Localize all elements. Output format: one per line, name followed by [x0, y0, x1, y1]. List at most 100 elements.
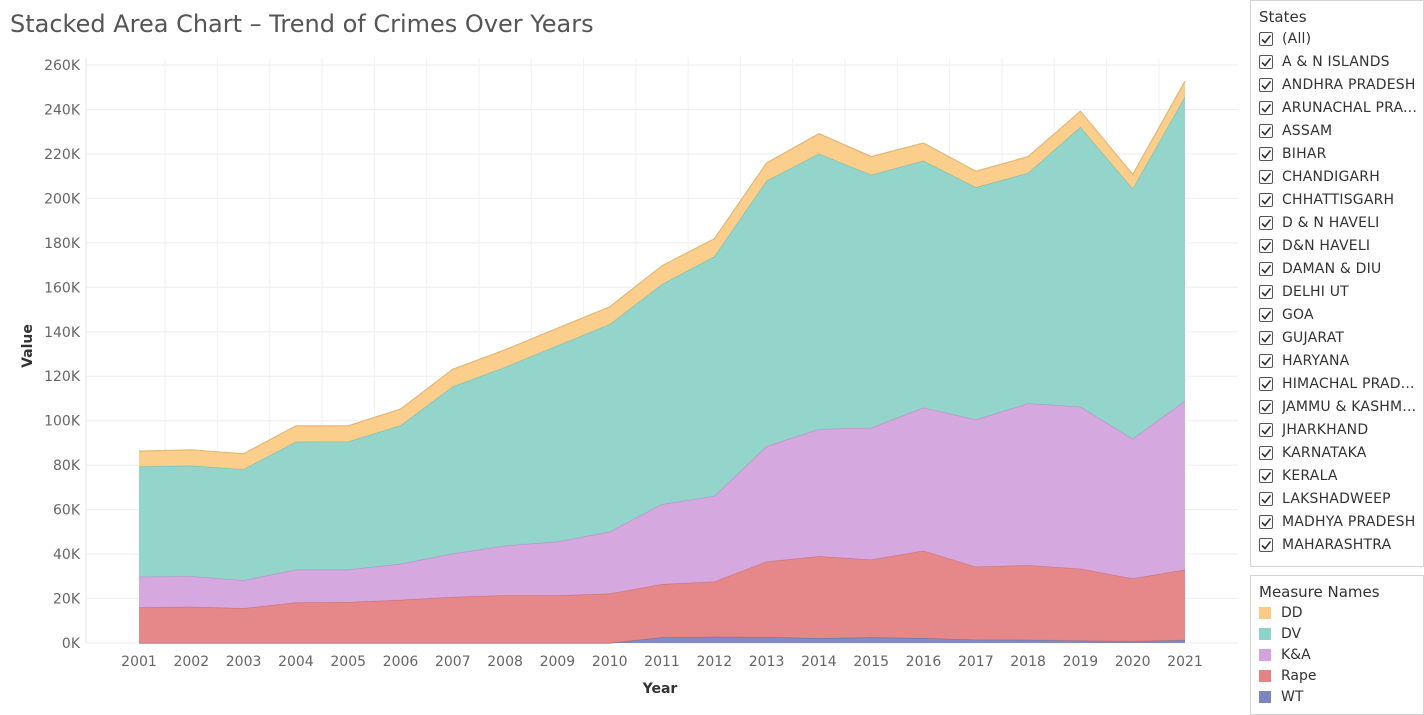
state-filter-label: KERALA [1282, 467, 1338, 484]
checkbox[interactable] [1259, 192, 1273, 207]
state-filter-item[interactable]: DAMAN & DIU [1251, 257, 1423, 280]
state-filter-item[interactable]: D&N HAVELI [1251, 234, 1423, 257]
state-filter-item[interactable]: KARNATAKA [1251, 441, 1423, 464]
state-filter-label: CHANDIGARH [1282, 168, 1380, 185]
checkbox[interactable] [1259, 284, 1273, 299]
state-filter-item[interactable]: (All) [1251, 27, 1423, 50]
area-dd[interactable] [139, 81, 1185, 470]
check-icon [1261, 287, 1272, 297]
checkbox[interactable] [1259, 238, 1273, 253]
state-filter-item[interactable]: MADHYA PRADESH [1251, 510, 1423, 533]
checkbox[interactable] [1259, 376, 1273, 391]
check-icon [1261, 241, 1272, 251]
state-filter-item[interactable]: JHARKHAND [1251, 418, 1423, 441]
state-filter-label: JHARKHAND [1282, 421, 1369, 438]
checkbox[interactable] [1259, 468, 1273, 483]
state-filter-label: BIHAR [1282, 145, 1327, 162]
checkbox[interactable] [1259, 353, 1273, 368]
x-tick-label: 2017 [958, 654, 994, 670]
checkbox[interactable] [1259, 215, 1273, 230]
legend-item[interactable]: K&A [1251, 644, 1423, 665]
check-icon [1261, 264, 1272, 274]
checkbox[interactable] [1259, 330, 1273, 345]
state-filter-item[interactable]: HIMACHAL PRAD... [1251, 372, 1423, 395]
state-filter-label: GUJARAT [1282, 329, 1345, 346]
checkbox[interactable] [1259, 169, 1273, 184]
checkbox[interactable] [1259, 491, 1273, 506]
state-filter-item[interactable]: BIHAR [1251, 142, 1423, 165]
state-filter-label: DELHI UT [1282, 283, 1349, 300]
state-filter-item[interactable]: A & N ISLANDS [1251, 50, 1423, 73]
checkbox[interactable] [1259, 261, 1273, 276]
state-filter-item[interactable]: DELHI UT [1251, 280, 1423, 303]
area-dv[interactable] [139, 96, 1185, 581]
state-filter-item[interactable]: ANDHRA PRADESH [1251, 73, 1423, 96]
checkbox[interactable] [1259, 146, 1273, 161]
state-filter-label: ARUNACHAL PRA... [1282, 99, 1417, 116]
states-filter-list: (All) A & N ISLANDS ANDHRA PRADESH ARUNACHA… [1251, 27, 1423, 556]
state-filter-label: GOA [1282, 306, 1314, 323]
check-icon [1261, 471, 1272, 481]
state-filter-label: ASSAM [1282, 122, 1333, 139]
check-icon [1261, 379, 1272, 389]
state-filter-label: JAMMU & KASHM... [1282, 398, 1417, 415]
state-filter-label: DAMAN & DIU [1282, 260, 1382, 277]
y-tick-label: 180K [44, 236, 81, 252]
checkbox[interactable] [1259, 514, 1273, 529]
x-tick-label: 2018 [1010, 654, 1046, 670]
state-filter-label: D&N HAVELI [1282, 237, 1371, 254]
checkbox[interactable] [1259, 77, 1273, 92]
check-icon [1261, 494, 1272, 504]
state-filter-item[interactable]: JAMMU & KASHM... [1251, 395, 1423, 418]
legend-swatch [1259, 690, 1271, 703]
x-tick-label: 2012 [696, 654, 732, 670]
x-tick-label: 2010 [592, 654, 628, 670]
legend-item[interactable]: DD [1251, 602, 1423, 623]
check-icon [1261, 149, 1272, 159]
checkbox[interactable] [1259, 445, 1273, 460]
checkbox[interactable] [1259, 31, 1273, 46]
state-filter-item[interactable]: ARUNACHAL PRA... [1251, 96, 1423, 119]
legend-label: WT [1281, 688, 1304, 705]
state-filter-label: HIMACHAL PRAD... [1282, 375, 1415, 392]
state-filter-item[interactable]: KERALA [1251, 464, 1423, 487]
x-tick-label: 2002 [173, 654, 209, 670]
checkbox[interactable] [1259, 422, 1273, 437]
check-icon [1261, 333, 1272, 343]
y-tick-label: 140K [44, 325, 81, 341]
checkbox[interactable] [1259, 399, 1273, 414]
state-filter-item[interactable]: GOA [1251, 303, 1423, 326]
legend-item[interactable]: WT [1251, 686, 1423, 707]
checkbox[interactable] [1259, 537, 1273, 552]
measure-names-legend: Measure Names DD DV K&A Rape WT [1250, 575, 1424, 715]
check-icon [1261, 425, 1272, 435]
legend-list: DD DV K&A Rape WT [1251, 602, 1423, 707]
state-filter-item[interactable]: CHHATTISGARH [1251, 188, 1423, 211]
checkbox[interactable] [1259, 54, 1273, 69]
state-filter-item[interactable]: HARYANA [1251, 349, 1423, 372]
state-filter-item[interactable]: GUJARAT [1251, 326, 1423, 349]
legend-item[interactable]: DV [1251, 623, 1423, 644]
area-series [138, 80, 1186, 644]
y-tick-label: 40K [53, 547, 81, 563]
state-filter-item[interactable]: MAHARASHTRA [1251, 533, 1423, 556]
state-filter-item[interactable]: ASSAM [1251, 119, 1423, 142]
y-tick-label: 0K [62, 636, 81, 652]
state-filter-label: (All) [1282, 30, 1312, 47]
checkbox[interactable] [1259, 307, 1273, 322]
legend-item[interactable]: Rape [1251, 665, 1423, 686]
checkbox[interactable] [1259, 100, 1273, 115]
area-edge-dd [138, 80, 1186, 455]
check-icon [1261, 402, 1272, 412]
x-tick-label: 2013 [749, 654, 785, 670]
state-filter-item[interactable]: CHANDIGARH [1251, 165, 1423, 188]
state-filter-label: A & N ISLANDS [1282, 53, 1390, 70]
state-filter-item[interactable]: D & N HAVELI [1251, 211, 1423, 234]
area-rape[interactable] [139, 550, 1185, 643]
x-tick-label: 2007 [435, 654, 471, 670]
state-filter-item[interactable]: LAKSHADWEEP [1251, 487, 1423, 510]
checkbox[interactable] [1259, 123, 1273, 138]
state-filter-label: HARYANA [1282, 352, 1350, 369]
state-filter-label: MADHYA PRADESH [1282, 513, 1416, 530]
check-icon [1261, 195, 1272, 205]
